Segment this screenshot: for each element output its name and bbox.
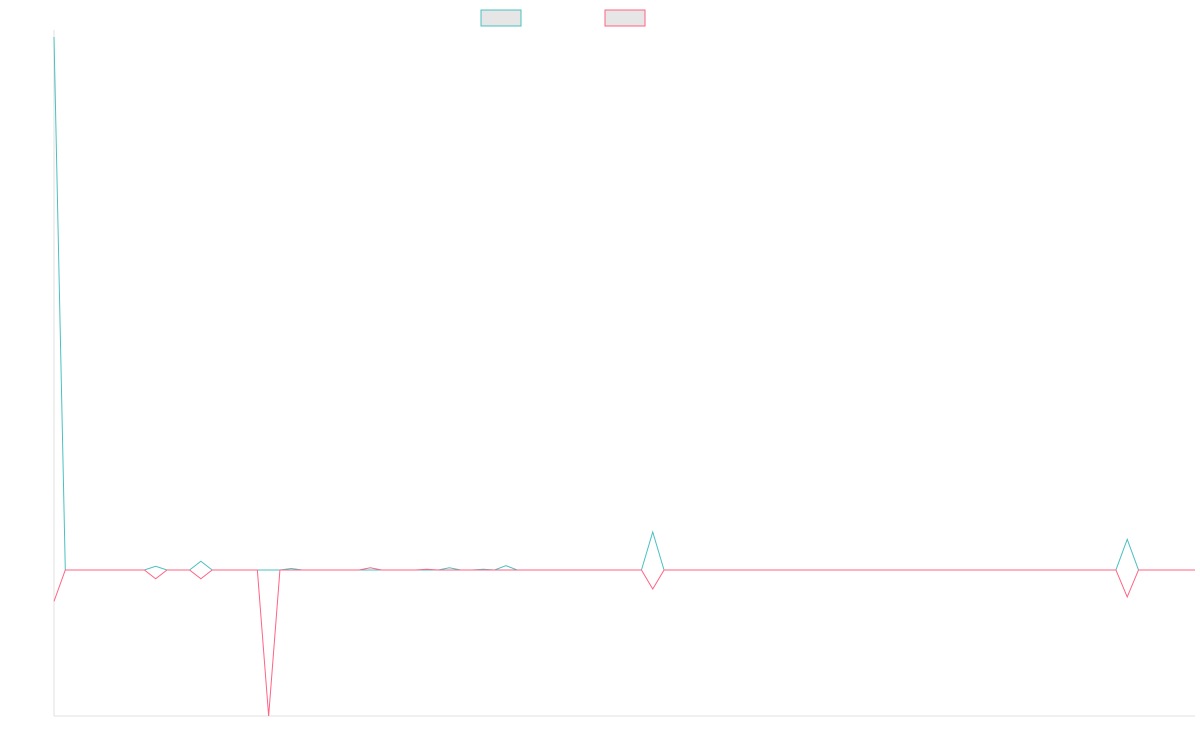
series-line-1 [53,36,1195,571]
legend-item-1[interactable] [480,9,522,27]
plot-area [53,36,1195,717]
legend-swatch-2[interactable] [604,9,646,27]
chart-axes [53,30,1195,717]
legend-item-2[interactable] [604,9,646,27]
series-line-2 [53,567,1195,717]
legend[interactable] [480,9,646,27]
legend-swatch-1[interactable] [480,9,522,27]
